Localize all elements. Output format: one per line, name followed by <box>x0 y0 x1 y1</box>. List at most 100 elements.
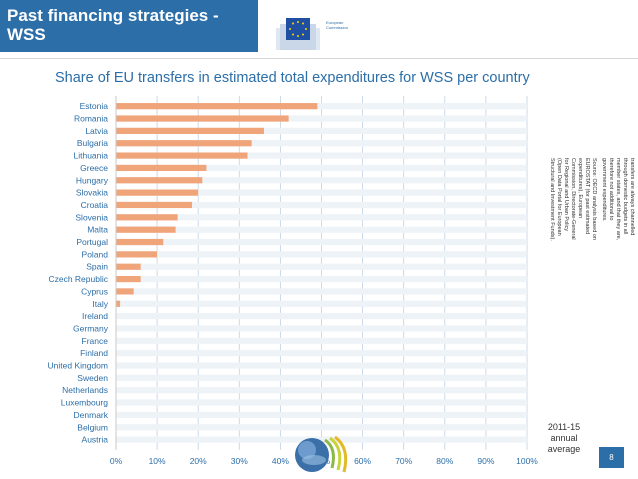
row-stripe <box>116 164 527 172</box>
note-assumption: Note: It is assumed that EU transfers ar… <box>601 158 638 241</box>
bar <box>116 238 164 246</box>
y-tick-label: Italy <box>92 299 108 309</box>
y-tick-label: Finland <box>80 348 108 358</box>
title-box: Past financing strategies - WSS <box>0 0 258 52</box>
row-stripe <box>116 275 527 283</box>
bar <box>116 127 264 134</box>
row-stripe <box>116 313 527 320</box>
y-tick-label: Croatia <box>81 200 109 210</box>
row-stripe <box>116 337 527 344</box>
row-stripe <box>116 127 527 134</box>
row-stripe <box>116 424 527 431</box>
bar <box>116 103 318 110</box>
y-tick-label: Denmark <box>74 410 109 420</box>
header-divider <box>0 58 638 59</box>
row-stripe <box>116 201 527 209</box>
y-tick-label: Netherlands <box>62 385 108 395</box>
bar <box>116 251 158 258</box>
bar <box>116 226 176 233</box>
slide-title: Past financing strategies - WSS <box>7 6 219 44</box>
row-stripe <box>116 436 527 443</box>
globe-logo-icon <box>295 435 348 473</box>
row-stripe <box>116 214 527 221</box>
y-tick-label: Ireland <box>82 311 108 321</box>
bar <box>116 275 141 283</box>
x-tick-label: 20% <box>190 456 207 466</box>
row-stripe <box>116 325 527 332</box>
bar <box>116 115 289 122</box>
y-tick-label: Sweden <box>77 373 108 383</box>
y-tick-label: Poland <box>82 249 109 259</box>
row-stripe <box>116 226 527 233</box>
row-stripe <box>116 189 527 196</box>
slide-title-line1: Past financing strategies - <box>7 6 219 25</box>
row-stripe <box>116 300 527 307</box>
bar <box>116 300 121 307</box>
row-stripe <box>116 263 527 270</box>
bar <box>116 177 203 184</box>
logo-caption-line2: Commission <box>326 25 349 30</box>
y-tick-label: Greece <box>80 163 108 173</box>
y-tick-label: Slovenia <box>75 212 108 222</box>
bar <box>116 214 178 221</box>
y-tick-label: Belgium <box>77 422 108 432</box>
y-tick-label: Malta <box>87 225 108 235</box>
row-stripe <box>116 374 527 381</box>
logo-caption-line1: European <box>326 20 344 25</box>
bar <box>116 140 252 147</box>
chart-title: Share of EU transfers in estimated total… <box>55 70 530 86</box>
x-tick-label: 70% <box>395 456 412 466</box>
bar <box>116 164 207 172</box>
x-tick-label: 100% <box>516 456 538 466</box>
period-label: 2011-15 annual average <box>540 422 588 455</box>
x-tick-label: 80% <box>436 456 453 466</box>
x-tick-label: 60% <box>354 456 371 466</box>
y-tick-label: Romania <box>74 114 108 124</box>
row-stripe <box>116 103 527 110</box>
y-tick-label: Slovakia <box>76 188 108 198</box>
x-tick-label: 10% <box>149 456 166 466</box>
row-stripe <box>116 362 527 369</box>
slide-title-line2: WSS <box>7 25 46 44</box>
page-number: 8 <box>599 447 624 468</box>
y-tick-label: Bulgaria <box>77 138 108 148</box>
row-stripe <box>116 140 527 147</box>
y-tick-label: France <box>82 336 109 346</box>
y-tick-label: Lithuania <box>73 151 108 161</box>
x-tick-label: 90% <box>477 456 494 466</box>
row-stripe <box>116 288 527 295</box>
y-tick-label: United Kingdom <box>48 361 108 371</box>
period-label-line2: annual <box>550 433 578 443</box>
row-stripe <box>116 152 527 159</box>
bar <box>116 201 193 209</box>
logo-caption: European Commission <box>326 20 348 30</box>
row-stripe <box>116 350 527 357</box>
x-tick-label: 0% <box>110 456 123 466</box>
bar <box>116 263 141 270</box>
y-tick-label: Germany <box>73 323 109 333</box>
row-stripe <box>116 399 527 406</box>
x-tick-label: 30% <box>231 456 248 466</box>
row-stripe <box>116 251 527 258</box>
y-tick-label: Czech Republic <box>48 274 108 284</box>
row-stripe <box>116 115 527 122</box>
european-commission-logo-icon <box>276 18 320 50</box>
bar <box>116 189 199 196</box>
y-tick-label: Latvia <box>85 126 108 136</box>
bar <box>116 288 134 295</box>
y-tick-label: Spain <box>86 262 108 272</box>
note-source: Source: OECD analysis based on EUROSTAT … <box>549 158 597 241</box>
period-label-line3: average <box>547 444 581 454</box>
x-tick-label: 40% <box>272 456 289 466</box>
y-tick-label: Cyprus <box>81 286 108 296</box>
y-tick-label: Estonia <box>80 101 109 111</box>
row-stripe <box>116 177 527 184</box>
y-tick-label: Portugal <box>76 237 108 247</box>
row-stripe <box>116 411 527 419</box>
y-tick-label: Austria <box>82 435 109 445</box>
slide-header: Past financing strategies - WSS European… <box>0 0 638 62</box>
row-stripe <box>116 387 527 394</box>
bar <box>116 152 248 159</box>
chart-note: Note: It is assumed that EU transfers ar… <box>272 158 638 244</box>
